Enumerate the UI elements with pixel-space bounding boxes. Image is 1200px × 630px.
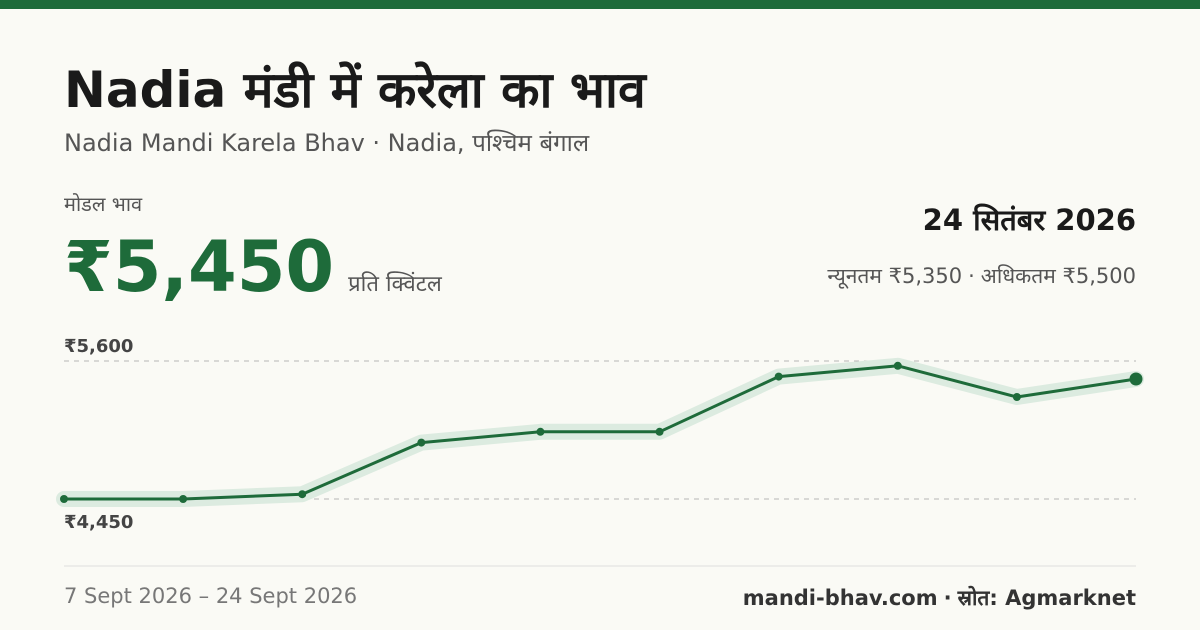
price-point-3: [298, 490, 307, 499]
price-point-8: [893, 361, 902, 370]
page-subtitle: Nadia Mandi Karela Bhav · Nadia, पश्चिम …: [64, 129, 590, 157]
price-date: 24 सितंबर 2026: [922, 203, 1136, 237]
max-price: अधिकतम ₹5,500: [980, 264, 1136, 288]
footer-source: स्रोत: Agmarknet: [957, 586, 1136, 610]
price-label: मोडल भाव: [64, 192, 143, 216]
price-value: ₹5,450: [64, 226, 335, 308]
latest-price-point: [1129, 372, 1143, 386]
price-range: न्यूनतम ₹5,350 · अधिकतम ₹5,500: [827, 262, 1136, 290]
range-separator: ·: [968, 264, 975, 288]
price-line: [62, 364, 1138, 501]
page-title: Nadia मंडी में करेला का भाव: [64, 61, 646, 119]
top-accent-bar: [0, 0, 1200, 9]
gridline-label-0: ₹5,600: [64, 336, 133, 357]
footer-date-range: 7 Sept 2026 – 24 Sept 2026: [64, 584, 358, 608]
min-price: न्यूनतम ₹5,350: [827, 264, 963, 288]
footer-separator: ·: [943, 586, 952, 610]
price-point-7: [774, 372, 783, 381]
price-point-2: [179, 495, 188, 503]
price-point-6: [655, 427, 664, 436]
footer-site: mandi-bhav.com: [742, 586, 938, 610]
price-chart: ₹5,600 ₹4,450: [56, 336, 1144, 567]
price-unit: प्रति क्विंटल: [348, 272, 442, 297]
price-point-4: [417, 438, 426, 447]
price-point-9: [1012, 393, 1021, 401]
price-row: ₹5,450 प्रति क्विंटल: [64, 226, 442, 308]
gridline-label-1: ₹4,450: [64, 512, 133, 533]
price-point-1: [60, 495, 68, 503]
price-point-5: [536, 427, 545, 436]
footer-credits: mandi-bhav.com · स्रोत: Agmarknet: [743, 584, 1136, 612]
